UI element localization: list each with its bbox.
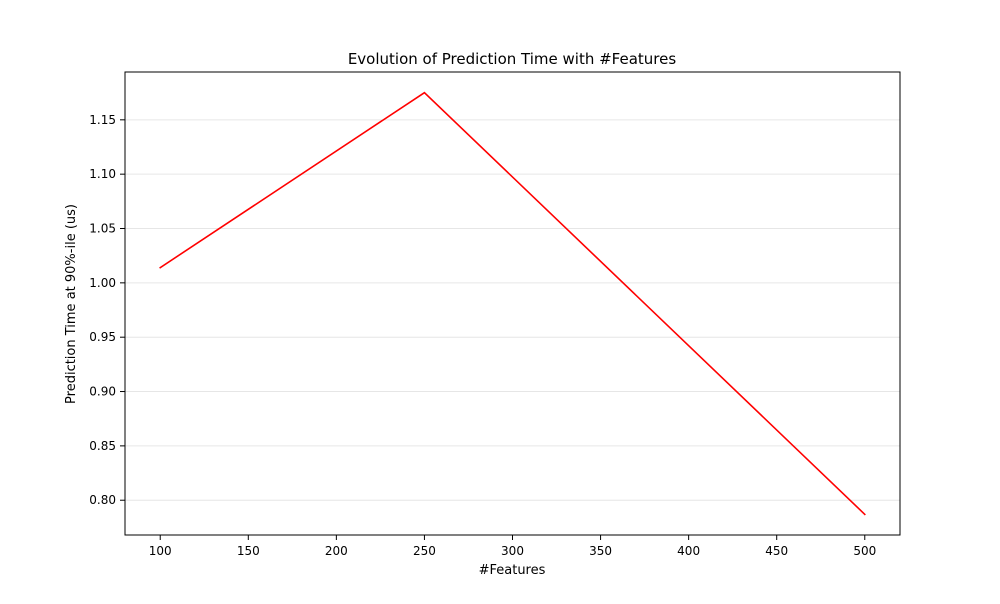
x-tick-label: 100 xyxy=(149,544,172,558)
x-tick-label: 500 xyxy=(853,544,876,558)
x-tick-label: 200 xyxy=(325,544,348,558)
x-tick-label: 150 xyxy=(237,544,260,558)
y-tick-label: 0.80 xyxy=(89,493,116,507)
plot-frame xyxy=(124,71,901,536)
x-axis-label: #Features xyxy=(479,563,546,578)
x-tick-label: 400 xyxy=(677,544,700,558)
y-axis-ticks: 0.80 0.85 0.90 0.95 1.00 1.05 1.10 1.15 xyxy=(89,113,125,507)
x-tick-label: 350 xyxy=(589,544,612,558)
series-layer xyxy=(159,91,866,516)
y-tick-label: 0.95 xyxy=(89,330,116,344)
y-tick-label: 1.05 xyxy=(89,222,116,236)
y-tick-label: 1.00 xyxy=(89,276,116,290)
y-tick-label: 0.85 xyxy=(89,439,116,453)
y-axis-label: Prediction Time at 90%-ile (us) xyxy=(64,204,79,404)
x-tick-label: 300 xyxy=(501,544,524,558)
y-tick-label: 1.15 xyxy=(89,113,116,127)
y-tick-label: 1.10 xyxy=(89,167,116,181)
x-tick-label: 450 xyxy=(765,544,788,558)
x-axis-ticks: 100 150 200 250 300 350 400 450 500 xyxy=(149,535,876,558)
grid-layer xyxy=(125,119,900,501)
y-tick-label: 0.90 xyxy=(89,385,116,399)
chart-title: Evolution of Prediction Time with #Featu… xyxy=(348,50,677,68)
x-tick-label: 250 xyxy=(413,544,436,558)
series-line-0 xyxy=(159,91,866,516)
